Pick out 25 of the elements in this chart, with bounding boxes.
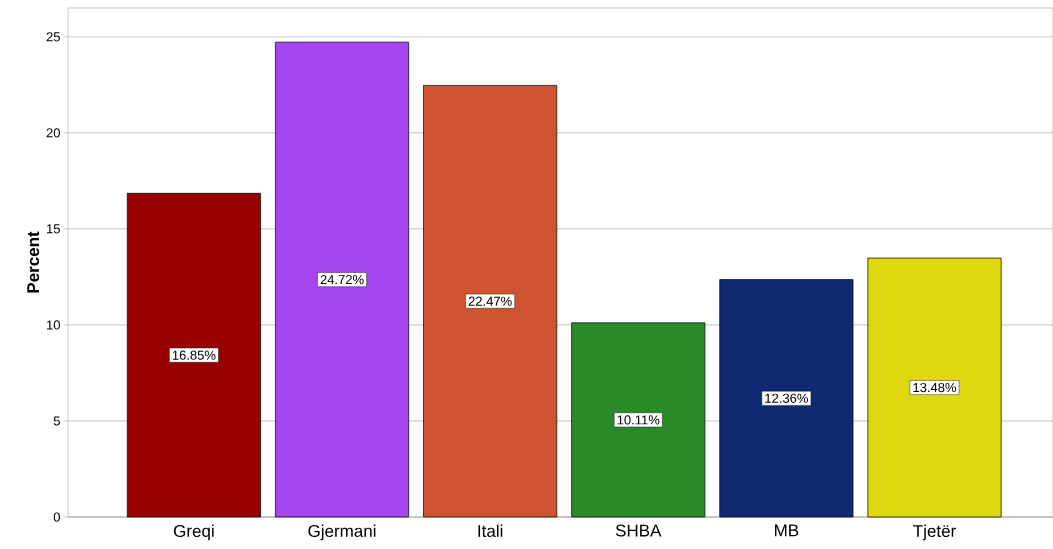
bar: [571, 322, 706, 518]
y-tick-label: 10: [47, 320, 60, 330]
x-tick-label: MB: [775, 524, 799, 537]
bar: [719, 279, 854, 518]
data-label: 22.47%: [468, 296, 512, 306]
x-tick-label: Gjermani: [308, 524, 376, 541]
y-tick-label: 20: [46, 128, 60, 138]
data-label: 13.48%: [913, 382, 957, 393]
x-tick-label: SHBA: [615, 524, 662, 537]
data-label: 24.72%: [320, 275, 364, 285]
data-label: 12.36%: [765, 393, 808, 403]
bar: [126, 192, 261, 518]
y-tick-label: 0: [53, 512, 60, 522]
y-tick-label: 15: [47, 224, 60, 234]
y-tick-label: 25: [46, 32, 60, 42]
data-label: 10.11%: [617, 415, 660, 425]
bar: [423, 85, 558, 518]
data-label: 16.85%: [172, 350, 216, 360]
bar: [867, 257, 1002, 518]
x-tick-label: Itali: [478, 524, 503, 538]
y-axis-title: Percent: [27, 231, 40, 293]
x-tick-label: Greqi: [173, 524, 214, 541]
y-tick-label: 5: [53, 416, 60, 426]
bar: [275, 41, 410, 518]
x-tick-label: Tjetër: [913, 524, 956, 541]
